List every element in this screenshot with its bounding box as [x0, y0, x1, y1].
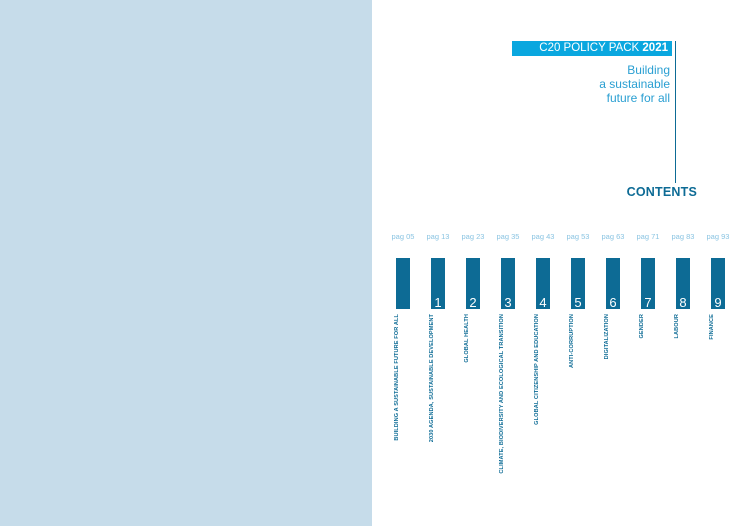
- page-number: pag 63: [601, 232, 625, 241]
- chapter-title: FINANCE: [709, 314, 715, 340]
- chapter-title: BUILDING A SUSTAINABLE FUTURE FOR ALL: [394, 314, 400, 441]
- cover-left-panel: [0, 0, 372, 526]
- chapter-number: 7: [644, 295, 652, 310]
- chapter-bar: 1: [431, 258, 445, 310]
- chapter-number: 3: [504, 295, 512, 310]
- page-number: pag 53: [566, 232, 590, 241]
- page-number: pag 05: [391, 232, 415, 241]
- banner-text: C20 POLICY PACK: [539, 42, 640, 54]
- chapter-title: GLOBAL CITIZENSHIP AND EDUCATION: [534, 314, 540, 425]
- page-number: pag 43: [531, 232, 555, 241]
- subtitle: Building a sustainable future for all: [599, 63, 670, 105]
- page-number: pag 71: [636, 232, 660, 241]
- chapter-entry-7[interactable]: pag 71 7 GENDER: [635, 232, 661, 512]
- chapter-number: 8: [679, 295, 687, 310]
- chapter-number: 2: [469, 295, 477, 310]
- chapter-bar: 7: [641, 258, 655, 310]
- chapter-title: CLIMATE, BIODIVERSITY AND ECOLOGICAL TRA…: [499, 314, 505, 474]
- chapter-entry-3[interactable]: pag 35 3 CLIMATE, BIODIVERSITY AND ECOLO…: [495, 232, 521, 512]
- chapter-bar: 5: [571, 258, 585, 310]
- chapter-bar: 6: [606, 258, 620, 310]
- chapter-bar: 2: [466, 258, 480, 310]
- chapter-title: 2030 AGENDA, SUSTAINABLE DEVELOPMENT: [429, 314, 435, 443]
- chapter-number: 1: [434, 295, 442, 310]
- banner-year: 2021: [642, 42, 668, 54]
- accent-vertical-line: [675, 41, 676, 183]
- contents-heading: CONTENTS: [626, 185, 697, 199]
- page-number: pag 93: [706, 232, 730, 241]
- chapter-number: 4: [539, 295, 547, 310]
- chapter-bar: 9: [711, 258, 725, 310]
- page-number: pag 35: [496, 232, 520, 241]
- chapter-number: 9: [714, 295, 722, 310]
- page-number: pag 83: [671, 232, 695, 241]
- chapter-entry-1[interactable]: pag 13 1 2030 AGENDA, SUSTAINABLE DEVELO…: [425, 232, 451, 512]
- page-number: pag 23: [461, 232, 485, 241]
- chapter-entry-0[interactable]: pag 05 BUILDING A SUSTAINABLE FUTURE FOR…: [390, 232, 416, 512]
- chapter-bar: 8: [676, 258, 690, 310]
- page-number: pag 13: [426, 232, 450, 241]
- chapter-title: ANTI-CORRUPTION: [569, 314, 575, 369]
- chapter-number: 6: [609, 295, 617, 310]
- chapter-entry-9[interactable]: pag 93 9 FINANCE: [705, 232, 731, 512]
- chapter-bar: 4: [536, 258, 550, 310]
- chapter-title: GLOBAL HEALTH: [464, 314, 470, 363]
- chapter-number: 5: [574, 295, 582, 310]
- chapter-title: DIGITALIZATION: [604, 314, 610, 360]
- chapter-entry-8[interactable]: pag 83 8 LABOUR: [670, 232, 696, 512]
- chapter-entry-4[interactable]: pag 43 4 GLOBAL CITIZENSHIP AND EDUCATIO…: [530, 232, 556, 512]
- chapter-entry-5[interactable]: pag 53 5 ANTI-CORRUPTION: [565, 232, 591, 512]
- chapter-bar: 3: [501, 258, 515, 310]
- chapter-entry-6[interactable]: pag 63 6 DIGITALIZATION: [600, 232, 626, 512]
- chapter-title: GENDER: [639, 314, 645, 339]
- chapter-entry-2[interactable]: pag 23 2 GLOBAL HEALTH: [460, 232, 486, 512]
- chapter-title: LABOUR: [674, 314, 680, 339]
- policy-pack-banner: C20 POLICY PACK 2021: [512, 41, 672, 56]
- chapter-bar: [396, 258, 410, 309]
